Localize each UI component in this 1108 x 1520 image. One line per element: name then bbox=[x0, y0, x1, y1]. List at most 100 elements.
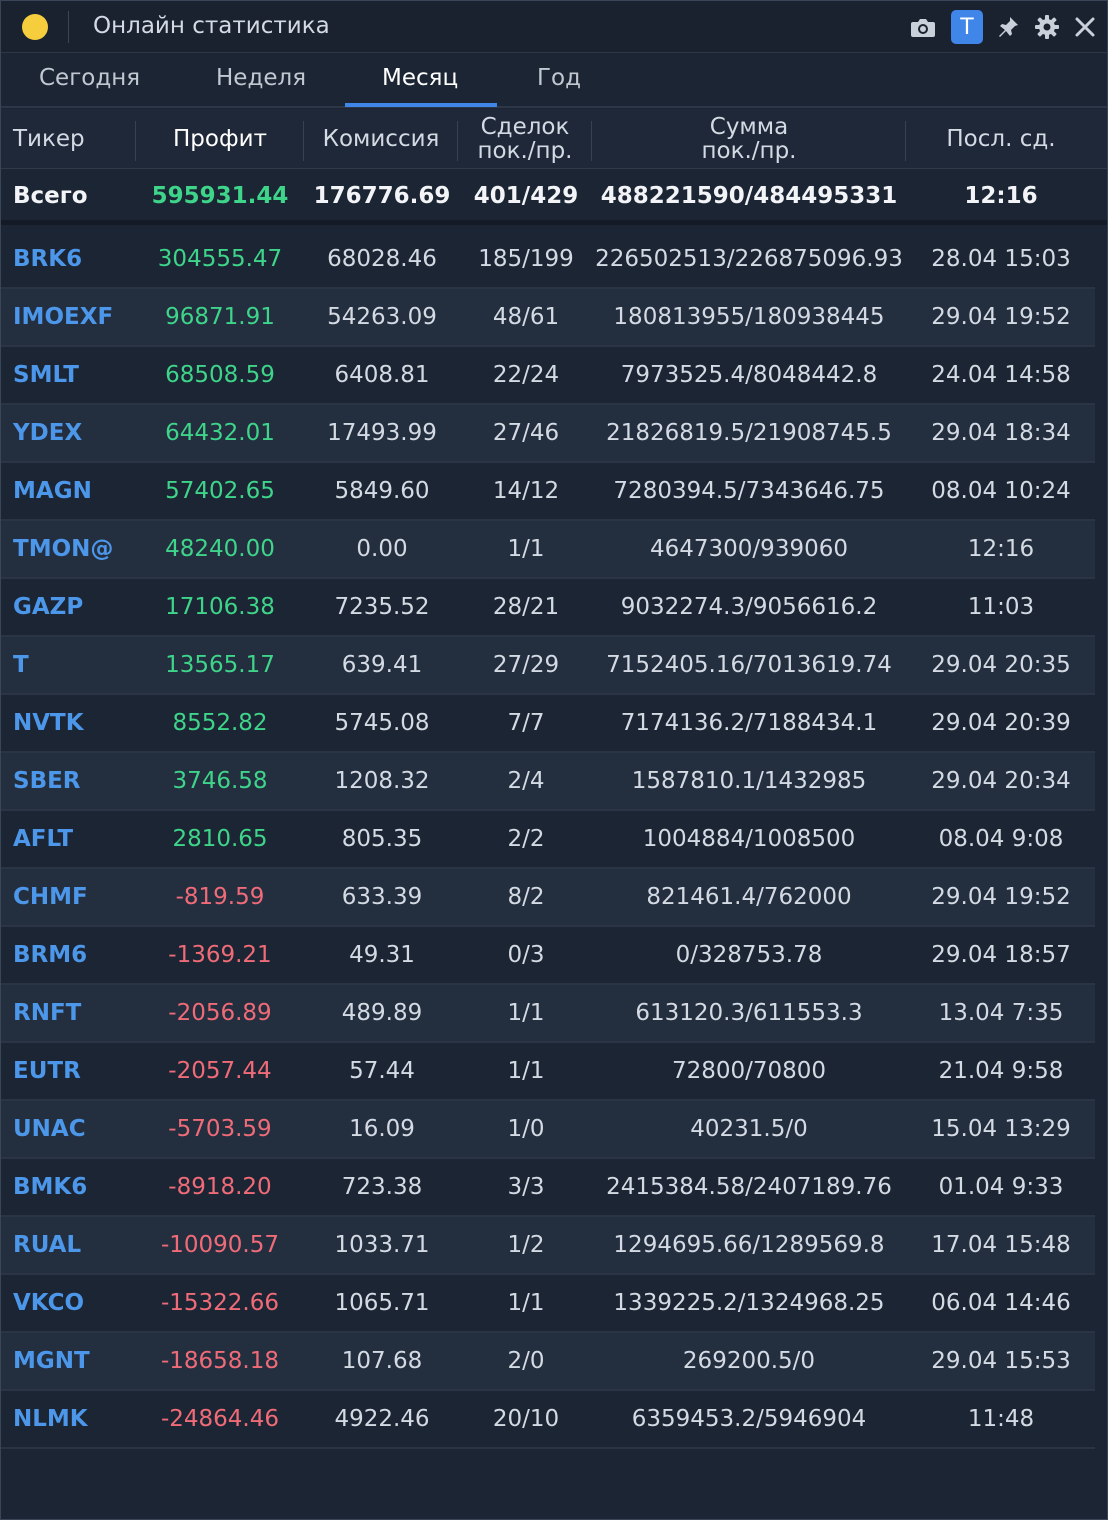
header-commission[interactable]: Комиссия bbox=[322, 126, 440, 152]
table-row[interactable]: MGNT -18658.18 107.68 2/0 269200.5/0 29.04 15… bbox=[1, 1333, 1095, 1391]
tab-year[interactable]: Год bbox=[537, 65, 582, 91]
total-last-deal: 12:16 bbox=[964, 182, 1038, 209]
tab-today[interactable]: Сегодня bbox=[39, 65, 141, 91]
row-last-deal: 29.04 20:34 bbox=[931, 768, 1071, 794]
header-ticker[interactable]: Тикер bbox=[13, 126, 85, 152]
table-row[interactable]: BRK6 304555.47 68028.46 185/199 226502513/22… bbox=[1, 231, 1095, 289]
table-row[interactable]: BRM6 -1369.21 49.31 0/3 0/328753.78 29.04 18:… bbox=[1, 927, 1095, 985]
row-last-deal: 29.04 20:35 bbox=[931, 652, 1071, 678]
table-row[interactable]: NLMK -24864.46 4922.46 20/10 6359453.2/59469… bbox=[1, 1391, 1095, 1449]
row-last-deal: 29.04 19:52 bbox=[931, 884, 1071, 910]
row-deals: 1/1 bbox=[507, 1058, 545, 1084]
table-row[interactable]: SMLT 68508.59 6408.81 22/24 7973525.4/804844… bbox=[1, 347, 1095, 405]
row-deals: 1/0 bbox=[507, 1116, 545, 1142]
row-profit: 13565.17 bbox=[165, 652, 275, 678]
table-row[interactable]: GAZP 17106.38 7235.52 28/21 9032274.3/905661… bbox=[1, 579, 1095, 637]
status-dot-icon[interactable] bbox=[22, 14, 48, 40]
row-commission: 7235.52 bbox=[334, 594, 430, 620]
table-row[interactable]: RUAL -10090.57 1033.71 1/2 1294695.66/128956… bbox=[1, 1217, 1095, 1275]
row-last-deal: 21.04 9:58 bbox=[938, 1058, 1064, 1084]
row-commission: 5745.08 bbox=[334, 710, 430, 736]
row-sum: 2415384.58/2407189.76 bbox=[606, 1174, 892, 1200]
row-last-deal: 13.04 7:35 bbox=[938, 1000, 1064, 1026]
row-commission: 5849.60 bbox=[334, 478, 430, 504]
table-row[interactable]: TMON@ 48240.00 0.00 1/1 4647300/939060 12:16 bbox=[1, 521, 1095, 579]
row-deals: 2/0 bbox=[507, 1348, 545, 1374]
row-deals: 1/1 bbox=[507, 1000, 545, 1026]
row-ticker: BMK6 bbox=[13, 1174, 88, 1200]
header-sum-line2: пок./пр. bbox=[701, 138, 797, 164]
row-commission: 49.31 bbox=[349, 942, 415, 968]
table-row[interactable]: SBER 3746.58 1208.32 2/4 1587810.1/1432985 29… bbox=[1, 753, 1095, 811]
table-row[interactable]: AFLT 2810.65 805.35 2/2 1004884/1008500 08.04… bbox=[1, 811, 1095, 869]
close-icon[interactable] bbox=[1071, 11, 1099, 43]
total-deals: 401/429 bbox=[473, 182, 579, 209]
row-ticker: TMON@ bbox=[13, 536, 114, 562]
row-ticker: T bbox=[13, 652, 29, 678]
table-row[interactable]: T 13565.17 639.41 27/29 7152405.16/7013619.7… bbox=[1, 637, 1095, 695]
row-ticker: SBER bbox=[13, 768, 81, 794]
table-row[interactable]: RNFT -2056.89 489.89 1/1 613120.3/611553.3 13… bbox=[1, 985, 1095, 1043]
row-profit: -10090.57 bbox=[160, 1232, 280, 1258]
row-commission: 639.41 bbox=[341, 652, 423, 678]
row-deals: 1/1 bbox=[507, 1290, 545, 1316]
row-deals: 0/3 bbox=[507, 942, 545, 968]
table-row[interactable]: BMK6 -8918.20 723.38 3/3 2415384.58/2407189.… bbox=[1, 1159, 1095, 1217]
row-ticker: EUTR bbox=[13, 1058, 81, 1084]
table-row[interactable]: IMOEXF 96871.91 54263.09 48/61 180813955/180… bbox=[1, 289, 1095, 347]
table-row[interactable]: NVTK 8552.82 5745.08 7/7 7174136.2/7188434.1… bbox=[1, 695, 1095, 753]
header-last-deal[interactable]: Посл. сд. bbox=[946, 126, 1056, 152]
row-sum: 1339225.2/1324968.25 bbox=[613, 1290, 885, 1316]
row-last-deal: 01.04 9:33 bbox=[938, 1174, 1064, 1200]
row-commission: 107.68 bbox=[341, 1348, 423, 1374]
row-profit: 57402.65 bbox=[165, 478, 275, 504]
header-deals[interactable]: Сделок пок./пр. bbox=[459, 109, 591, 169]
row-last-deal: 12:16 bbox=[967, 536, 1035, 562]
row-commission: 805.35 bbox=[341, 826, 423, 852]
ticker-table-body: BRK6 304555.47 68028.46 185/199 226502513/22… bbox=[1, 231, 1095, 1449]
row-commission: 489.89 bbox=[341, 1000, 423, 1026]
row-deals: 1/1 bbox=[507, 536, 545, 562]
row-sum: 7280394.5/7343646.75 bbox=[613, 478, 885, 504]
row-ticker: MAGN bbox=[13, 478, 92, 504]
header-sum[interactable]: Сумма пок./пр. bbox=[593, 109, 905, 169]
header-deals-line1: Сделок bbox=[480, 114, 570, 140]
table-row[interactable]: CHMF -819.59 633.39 8/2 821461.4/762000 29.04… bbox=[1, 869, 1095, 927]
row-ticker: YDEX bbox=[13, 420, 83, 446]
row-ticker: GAZP bbox=[13, 594, 84, 620]
row-sum: 7152405.16/7013619.74 bbox=[606, 652, 892, 678]
row-sum: 72800/70800 bbox=[671, 1058, 827, 1084]
row-commission: 4922.46 bbox=[334, 1406, 430, 1432]
row-sum: 1004884/1008500 bbox=[642, 826, 856, 852]
tab-month[interactable]: Месяц bbox=[382, 65, 459, 91]
row-deals: 8/2 bbox=[507, 884, 545, 910]
tab-week[interactable]: Неделя bbox=[216, 65, 307, 91]
row-deals: 27/46 bbox=[492, 420, 560, 446]
pin-icon[interactable] bbox=[993, 11, 1023, 43]
table-row[interactable]: UNAC -5703.59 16.09 1/0 40231.5/0 15.04 13:29 bbox=[1, 1101, 1095, 1159]
row-sum: 821461.4/762000 bbox=[646, 884, 852, 910]
row-sum: 7973525.4/8048442.8 bbox=[620, 362, 878, 388]
table-row[interactable]: VKCO -15322.66 1065.71 1/1 1339225.2/1324968… bbox=[1, 1275, 1095, 1333]
gear-icon[interactable] bbox=[1031, 11, 1063, 43]
header-profit[interactable]: Профит bbox=[173, 126, 267, 152]
period-tabs: Сегодня Неделя Месяц Год bbox=[1, 53, 1107, 108]
camera-icon[interactable] bbox=[907, 11, 939, 43]
row-last-deal: 11:03 bbox=[967, 594, 1035, 620]
t-badge-button[interactable]: T bbox=[951, 10, 983, 44]
row-deals: 2/4 bbox=[507, 768, 545, 794]
row-profit: 304555.47 bbox=[157, 246, 283, 272]
row-last-deal: 29.04 18:57 bbox=[931, 942, 1071, 968]
table-row[interactable]: EUTR -2057.44 57.44 1/1 72800/70800 21.04 9:5… bbox=[1, 1043, 1095, 1101]
row-last-deal: 28.04 15:03 bbox=[931, 246, 1071, 272]
row-ticker: BRK6 bbox=[13, 246, 83, 272]
table-row[interactable]: MAGN 57402.65 5849.60 14/12 7280394.5/734364… bbox=[1, 463, 1095, 521]
table-header: Тикер Профит Комиссия Сделок пок./пр. Су… bbox=[1, 109, 1107, 169]
row-ticker: MGNT bbox=[13, 1348, 90, 1374]
row-profit: -24864.46 bbox=[160, 1406, 280, 1432]
table-row[interactable]: YDEX 64432.01 17493.99 27/46 21826819.5/2190… bbox=[1, 405, 1095, 463]
total-commission: 176776.69 bbox=[313, 182, 451, 209]
row-commission: 633.39 bbox=[341, 884, 423, 910]
row-commission: 54263.09 bbox=[327, 304, 437, 330]
